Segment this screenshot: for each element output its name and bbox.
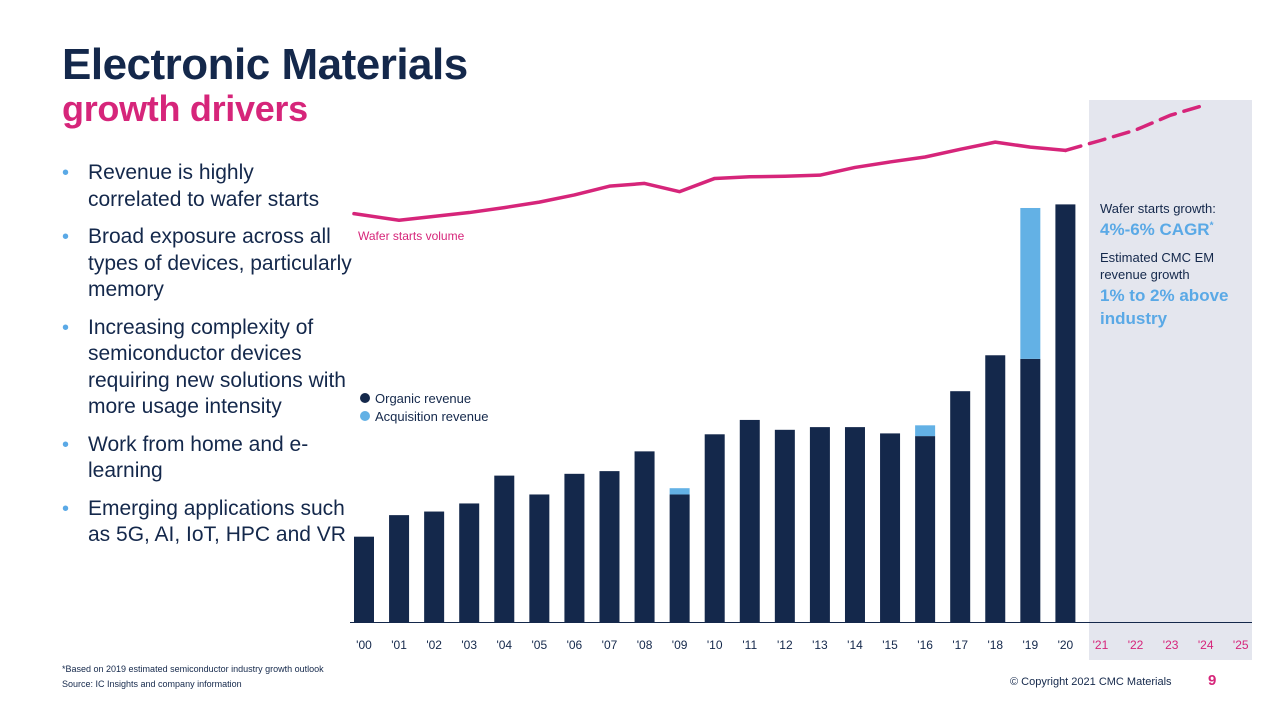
x-tick-label: '06 <box>567 638 583 652</box>
organic-bar <box>1020 358 1041 622</box>
page-subtitle: growth drivers <box>62 88 308 129</box>
organic-bar <box>529 494 550 622</box>
legend-acquisition-marker <box>360 411 370 421</box>
x-tick-label: '20 <box>1058 638 1074 652</box>
acquisition-bar <box>915 425 936 437</box>
organic-bar <box>809 427 830 622</box>
x-tick-label: '05 <box>532 638 548 652</box>
forecast-region <box>1089 100 1252 660</box>
organic-bar <box>564 473 585 622</box>
copyright: © Copyright 2021 CMC Materials <box>1010 676 1172 688</box>
x-tick-label: '11 <box>742 638 757 652</box>
bullet-dot-icon: • <box>62 497 70 520</box>
x-tick-label: '23 <box>1163 638 1179 652</box>
footnote: *Based on 2019 estimated semiconductor i… <box>62 664 324 674</box>
x-tick-label: '17 <box>952 638 968 652</box>
organic-bar <box>424 511 445 622</box>
wafer-starts-forecast-line <box>1063 103 1208 153</box>
x-tick-label: '21 <box>1093 638 1109 652</box>
wafer-growth-cagr: 4%-6% CAGR* <box>1100 220 1214 239</box>
x-tick-label: '14 <box>847 638 863 652</box>
wafer-growth-label: Wafer starts growth: <box>1100 201 1216 216</box>
x-tick-label: '08 <box>637 638 653 652</box>
x-tick-label: '24 <box>1198 638 1214 652</box>
legend-organic-label: Organic revenue <box>375 391 471 406</box>
wafer-starts-line <box>352 140 1068 222</box>
cmc-growth-value: 1% to 2% above industry <box>1100 286 1229 328</box>
bullet-dot-icon: • <box>62 226 70 248</box>
organic-bar <box>634 451 655 622</box>
bullet-list: • Revenue is highly correlated to wafer s… <box>62 160 352 560</box>
organic-bar <box>739 419 760 622</box>
x-tick-label: '13 <box>812 638 828 652</box>
bullet-item: • Emerging applications such as 5G, AI, I… <box>62 496 346 547</box>
legend-acquisition-label: Acquisition revenue <box>375 409 488 424</box>
x-tick-label: '18 <box>987 638 1003 652</box>
organic-bar <box>389 515 410 622</box>
organic-bar <box>985 355 1006 622</box>
legend-organic-marker <box>360 393 370 403</box>
x-tick-label: '07 <box>602 638 618 652</box>
organic-bar <box>915 436 936 622</box>
x-tick-label: '09 <box>672 638 688 652</box>
organic-bar <box>950 391 971 622</box>
organic-bar <box>774 429 795 622</box>
x-tick-label: '16 <box>917 638 933 652</box>
x-tick-label: '19 <box>1023 638 1039 652</box>
bullet-dot-icon: • <box>62 433 70 456</box>
acquisition-bar <box>669 488 690 495</box>
x-tick-label: '15 <box>882 638 898 652</box>
wafer-line-label: Wafer starts volume <box>358 229 465 243</box>
page-number: 9 <box>1208 672 1217 689</box>
organic-bar <box>669 494 690 622</box>
organic-bar <box>354 536 374 622</box>
organic-bar <box>494 475 515 622</box>
organic-bar <box>844 427 865 622</box>
x-tick-label: '10 <box>707 638 723 652</box>
organic-bar <box>599 471 620 622</box>
organic-bar <box>704 434 725 622</box>
x-tick-label: '03 <box>461 638 477 652</box>
organic-bar <box>880 433 901 622</box>
bullet-item: • Broad exposure across all types of devi… <box>62 225 352 301</box>
x-tick-label: '01 <box>391 638 407 652</box>
page-title: Electronic Materials <box>62 40 468 89</box>
bullet-item: • Work from home and e-learning <box>62 432 309 483</box>
x-tick-label: '12 <box>777 638 793 652</box>
acquisition-bar <box>1020 207 1041 359</box>
source-note: Source: IC Insights and company informat… <box>62 679 242 689</box>
bullet-item: • Revenue is highly correlated to wafer s… <box>62 161 320 211</box>
x-tick-label: '25 <box>1233 638 1249 652</box>
organic-bar <box>459 503 480 622</box>
x-tick-label: '00 <box>356 638 372 652</box>
x-tick-label: '02 <box>426 638 442 652</box>
x-tick-label: '22 <box>1128 638 1144 652</box>
cmc-growth-label: Estimated CMC EM revenue growth <box>1100 250 1215 282</box>
organic-bar <box>1055 204 1076 622</box>
bullet-dot-icon: • <box>62 316 70 339</box>
bullet-dot-icon: • <box>62 162 70 184</box>
x-tick-label: '04 <box>496 638 512 652</box>
bullet-item: • Increasing complexity of semiconductor … <box>62 315 346 419</box>
